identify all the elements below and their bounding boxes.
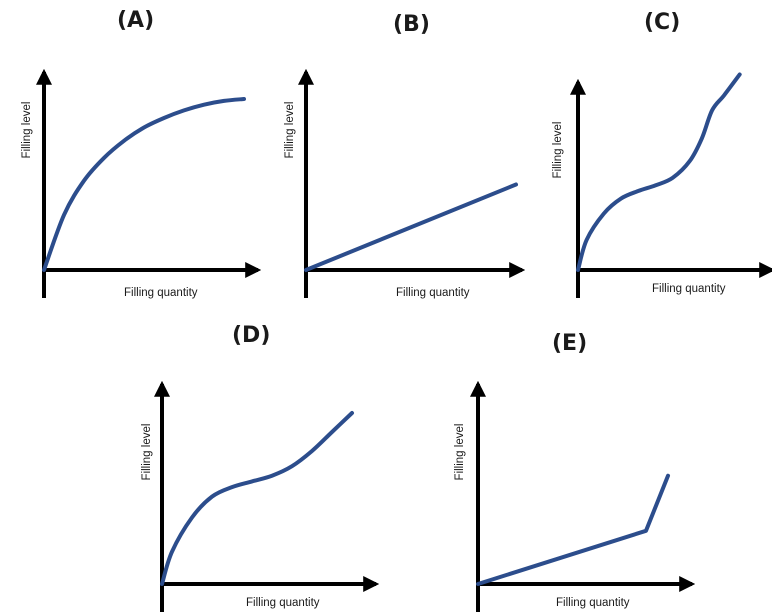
curve-d [160,411,354,586]
curve-b [304,182,518,272]
curve-e [476,473,670,586]
x-axis-label-c: Filling quantity [652,283,726,295]
y-axis-label-c: Filling level [552,122,564,179]
panel-title-e: (E) [552,331,588,356]
y-axis-label-b: Filling level [284,102,296,159]
y-axis-label-a: Filling level [21,102,33,159]
y-axis-label-e: Filling level [454,424,466,481]
panel-title-b: (B) [393,12,430,37]
panel-title-a: (A) [117,8,155,33]
y-axis-label-d: Filling level [141,424,153,481]
x-axis-label-e: Filling quantity [556,597,630,609]
curve-a [42,97,246,272]
x-axis-label-a: Filling quantity [124,287,198,299]
panel-title-d: (D) [232,323,271,348]
curve-c [576,72,742,272]
x-axis-label-d: Filling quantity [246,597,320,609]
panel-title-c: (C) [644,10,681,35]
x-axis-label-b: Filling quantity [396,287,470,299]
